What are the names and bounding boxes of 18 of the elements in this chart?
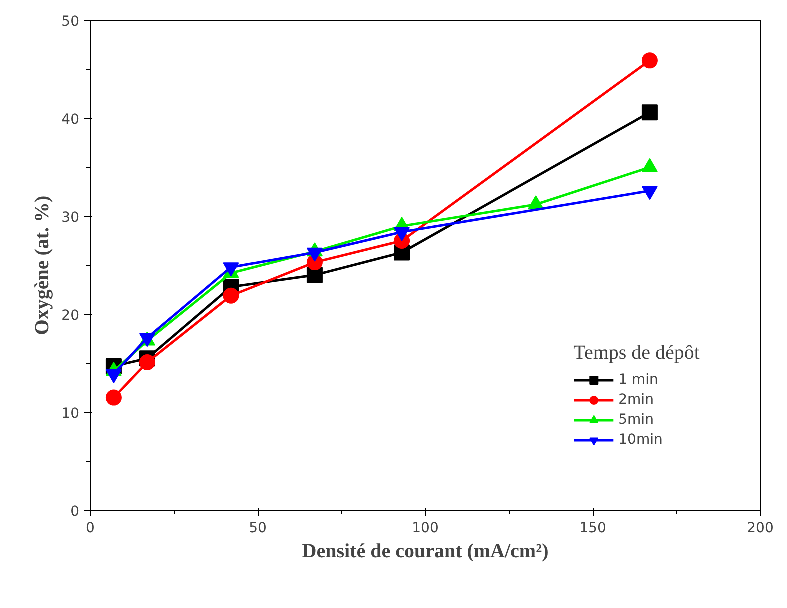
legend-label: 2min: [618, 392, 654, 408]
y-tick-label: 50: [62, 14, 80, 30]
x-tick-label: 100: [412, 520, 439, 536]
legend-label: 10min: [618, 432, 663, 448]
y-tick-label: 0: [70, 504, 80, 520]
x-tick-label: 150: [580, 520, 606, 536]
y-tick-label: 20: [62, 308, 80, 324]
y-axis-title: Oxygène (at. %): [32, 196, 54, 336]
x-tick-label: 50: [249, 520, 267, 536]
y-tick-label: 40: [62, 112, 80, 128]
legend-label: 1 min: [618, 372, 658, 388]
legend-title: Temps de dépôt: [574, 342, 700, 365]
y-tick-label: 10: [62, 406, 80, 422]
x-axis-title: Densité de courant (mA/cm²): [302, 540, 549, 562]
legend-label: 5min: [618, 412, 654, 428]
x-tick-label: 200: [747, 520, 774, 536]
x-tick-label: 0: [86, 520, 95, 536]
y-tick-label: 30: [62, 210, 80, 226]
